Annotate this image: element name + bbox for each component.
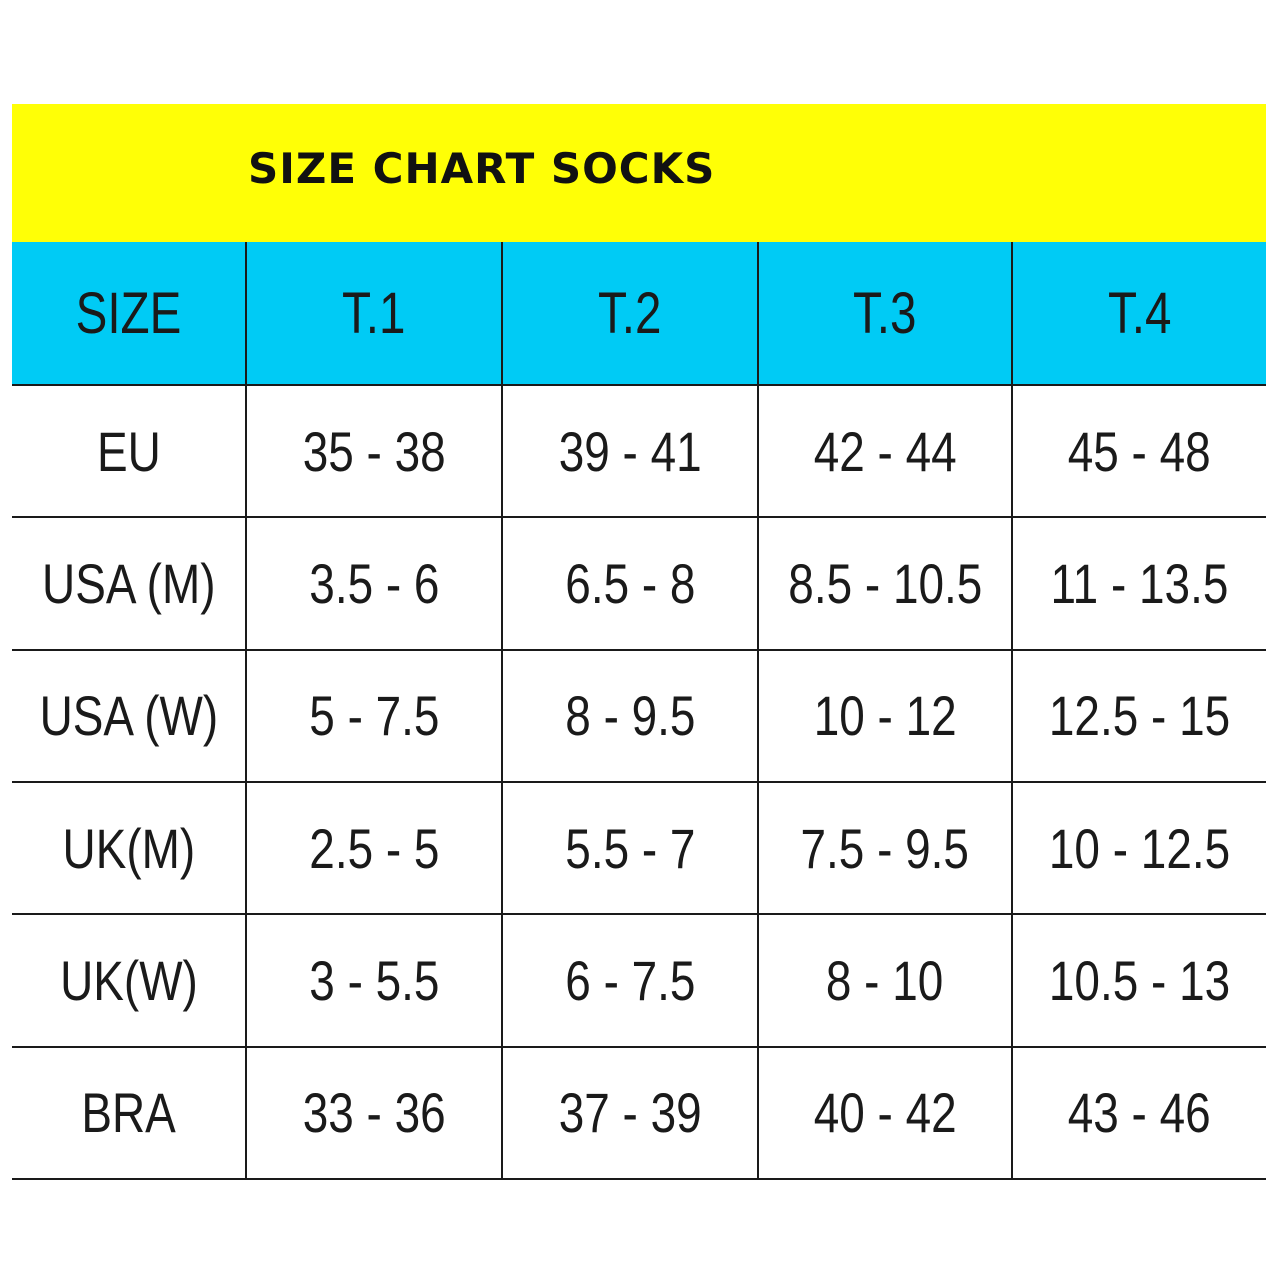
table-cell: 10.5 - 13 (1011, 913, 1266, 1048)
table-row: USA (W) 5 - 7.5 8 - 9.5 10 - 12 12.5 - 1… (12, 648, 1266, 783)
table-row: UK(M) 2.5 - 5 5.5 - 7 7.5 - 9.5 10 - 12.… (12, 780, 1266, 916)
table-cell: 8 - 9.5 (501, 648, 759, 783)
table-cell: 33 - 36 (245, 1045, 503, 1181)
table-row: USA (M) 3.5 - 6 6.5 - 8 8.5 - 10.5 11 - … (12, 516, 1266, 651)
size-table: SIZE T.1 T.2 T.3 T.4 EU 35 - 38 39 - 41 … (12, 242, 1266, 1181)
table-cell: 39 - 41 (501, 385, 759, 519)
header-row: SIZE T.1 T.2 T.3 T.4 (12, 242, 1266, 386)
header-t2: T.2 (501, 242, 759, 386)
title-bar: SIZE CHART SOCKS (12, 104, 1266, 242)
table-row: UK(W) 3 - 5.5 6 - 7.5 8 - 10 10.5 - 13 (12, 913, 1266, 1048)
table-cell: 35 - 38 (245, 385, 503, 519)
table-cell: 43 - 46 (1011, 1045, 1266, 1181)
table-row: EU 35 - 38 39 - 41 42 - 44 45 - 48 (12, 385, 1266, 519)
table-cell: 12.5 - 15 (1011, 648, 1266, 783)
table-cell: 40 - 42 (757, 1045, 1013, 1181)
header-t3: T.3 (757, 242, 1013, 386)
table-cell: 10 - 12.5 (1011, 780, 1266, 916)
size-chart: SIZE CHART SOCKS SIZE T.1 T.2 T.3 T.4 EU… (12, 104, 1266, 1181)
table-cell: 5.5 - 7 (501, 780, 759, 916)
table-cell: 42 - 44 (757, 385, 1013, 519)
row-label: BRA (12, 1045, 247, 1181)
table-cell: 6.5 - 8 (501, 516, 759, 651)
table-cell: 10 - 12 (757, 648, 1013, 783)
table-cell: 8.5 - 10.5 (757, 516, 1013, 651)
table-cell: 45 - 48 (1011, 385, 1266, 519)
header-t4: T.4 (1011, 242, 1266, 386)
header-t1: T.1 (245, 242, 503, 386)
row-label: USA (W) (12, 648, 247, 783)
table-cell: 5 - 7.5 (245, 648, 503, 783)
table-cell: 2.5 - 5 (245, 780, 503, 916)
table-row: BRA 33 - 36 37 - 39 40 - 42 43 - 46 (12, 1045, 1266, 1181)
row-label: UK(W) (12, 913, 247, 1048)
row-label: USA (M) (12, 516, 247, 651)
row-label: UK(M) (12, 780, 247, 916)
table-cell: 37 - 39 (501, 1045, 759, 1181)
table-cell: 7.5 - 9.5 (757, 780, 1013, 916)
table-cell: 3 - 5.5 (245, 913, 503, 1048)
table-cell: 6 - 7.5 (501, 913, 759, 1048)
table-cell: 3.5 - 6 (245, 516, 503, 651)
row-label: EU (12, 385, 247, 519)
header-size: SIZE (12, 242, 247, 386)
chart-title: SIZE CHART SOCKS (248, 144, 716, 193)
table-cell: 8 - 10 (757, 913, 1013, 1048)
table-cell: 11 - 13.5 (1011, 516, 1266, 651)
